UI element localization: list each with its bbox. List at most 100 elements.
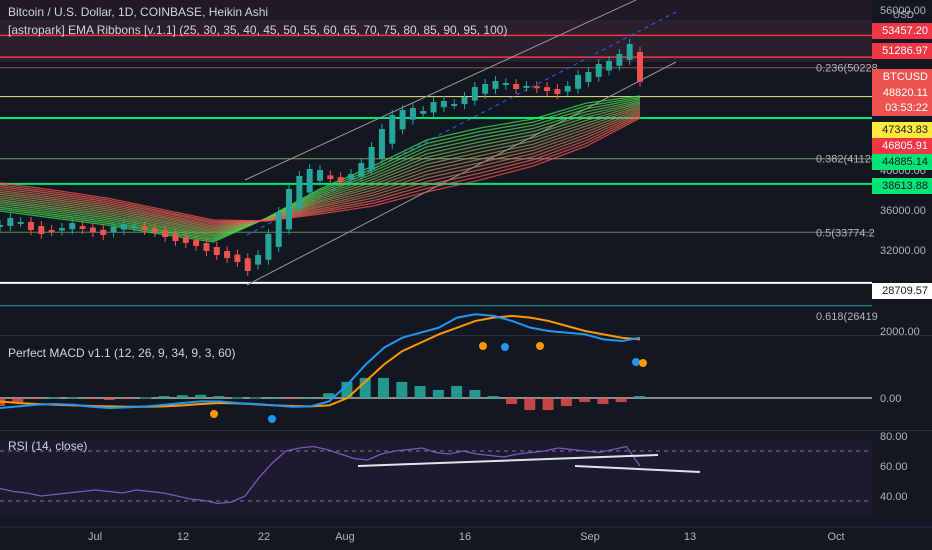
macd-histogram-bar (414, 385, 426, 398)
candle-body (79, 226, 86, 229)
price-tag-symbol: BTCUSD (872, 69, 932, 85)
candle-body (224, 251, 231, 258)
macd-cross-dot (639, 359, 647, 367)
macd-cross-dot (632, 358, 640, 366)
rsi-legend[interactable]: RSI (14, close) (8, 439, 88, 453)
price-tag-support: 38613.88 (872, 178, 932, 194)
candle-body (48, 230, 55, 232)
macd-histogram-bar (579, 398, 591, 403)
time-axis-tick: 22 (258, 531, 270, 543)
price-tag-red-level: 46805.91 (872, 138, 932, 154)
candle-body (17, 222, 24, 224)
candle-body (595, 64, 602, 77)
candle-body (317, 170, 323, 181)
macd-histogram-bar (469, 389, 481, 398)
ema-ribbon-line (0, 115, 641, 223)
candle-body (606, 61, 613, 71)
candle-body (275, 212, 282, 247)
macd-cross-dot (501, 343, 509, 351)
time-axis-tick: Sep (580, 531, 600, 543)
time-axis-tick: Jul (88, 531, 102, 543)
macd-histogram-bar (506, 398, 517, 405)
currency-label: USD (892, 10, 914, 21)
macd-histogram-bar (634, 395, 645, 398)
candle-body (131, 226, 138, 228)
candle-body (213, 247, 220, 255)
macd-histogram-bar (250, 397, 261, 399)
rsi-trendline-lower (574, 465, 701, 473)
macd-histogram-bar (560, 398, 572, 407)
candle-body (564, 86, 571, 92)
candle-body (430, 102, 437, 113)
candle-body (368, 147, 375, 170)
candle-body (120, 224, 127, 230)
macd-cross-dot (536, 342, 544, 350)
time-axis-tick: 12 (177, 531, 189, 543)
ema-ribbon-line (0, 95, 641, 243)
macd-histogram-bar (12, 398, 24, 403)
price-tag-support-upper: 44885.14 (872, 154, 932, 170)
candle-body (172, 233, 179, 241)
candle-body (533, 86, 540, 89)
macd-legend[interactable]: Perfect MACD v1.1 (12, 26, 9, 34, 9, 3, … (8, 346, 236, 360)
rsi-axis-tick: 40.00 (880, 491, 908, 503)
ema-ribbons-legend[interactable]: [astropark] EMA Ribbons [v.1.1] (25, 30,… (8, 23, 508, 37)
ema-ribbon-line (0, 108, 641, 230)
macd-histogram-bar (396, 381, 408, 398)
candle-body (203, 243, 210, 251)
macd-histogram-bar (30, 398, 42, 399)
candle-body (337, 177, 344, 182)
ema-ribbon-line (0, 114, 641, 224)
price-tag-yellow-level: 47343.83 (872, 122, 932, 138)
time-axis-tick: Aug (335, 531, 355, 543)
candle-body (58, 228, 65, 231)
macd-histogram-bar (48, 397, 60, 399)
candle-body (286, 189, 293, 230)
candle-body (637, 51, 643, 82)
candle-body (347, 174, 354, 180)
candle-body (182, 237, 189, 243)
macd-histogram-bar (176, 395, 188, 398)
channel-upper-line (244, 0, 637, 181)
ema-ribbon-line (0, 101, 641, 237)
macd-histogram-bar (359, 377, 371, 398)
candle-body (585, 72, 592, 82)
ema-ribbon-line (0, 117, 641, 222)
candle-body (69, 223, 76, 230)
macd-histogram-bar (304, 398, 316, 399)
price-tag-resistance: 51286.97 (872, 43, 932, 59)
candle-body (399, 110, 406, 130)
candle-body (492, 81, 499, 89)
fib-label: 0.382(41128 (816, 154, 877, 166)
candle-body (327, 175, 334, 179)
macd-histogram-bar (85, 398, 97, 399)
ema-ribbon-line (0, 105, 641, 233)
candle-body (193, 240, 200, 246)
macd-histogram-bar (158, 395, 170, 398)
fib-label: 0.236(50228 (816, 63, 878, 75)
ema-ribbon-line (0, 107, 641, 231)
candle-body (523, 86, 530, 88)
candle-body (265, 234, 272, 260)
macd-histogram-bar (597, 398, 609, 405)
candle-body (27, 222, 34, 230)
price-axis-tick: 56000.00 (880, 5, 926, 17)
ema-ribbon-line (0, 98, 641, 240)
candle-body (616, 54, 623, 66)
candle-body (451, 104, 458, 106)
macd-histogram-bar (542, 398, 554, 411)
candle-body (244, 258, 251, 271)
price-tag-last-price: 48820.11 (872, 85, 932, 101)
candle-body (409, 108, 416, 120)
pane-separator (0, 430, 932, 431)
candle-body (141, 226, 148, 230)
ema-ribbon-line (0, 102, 641, 236)
candle-body (544, 87, 551, 91)
rsi-axis-tick: 60.00 (880, 461, 908, 473)
macd-histogram-bar (323, 393, 335, 398)
symbol-legend[interactable]: Bitcoin / U.S. Dollar, 1D, COINBASE, Hei… (8, 5, 269, 19)
candle-body (162, 230, 169, 237)
macd-cross-dot (479, 342, 487, 350)
ema-ribbon-line (0, 96, 641, 242)
